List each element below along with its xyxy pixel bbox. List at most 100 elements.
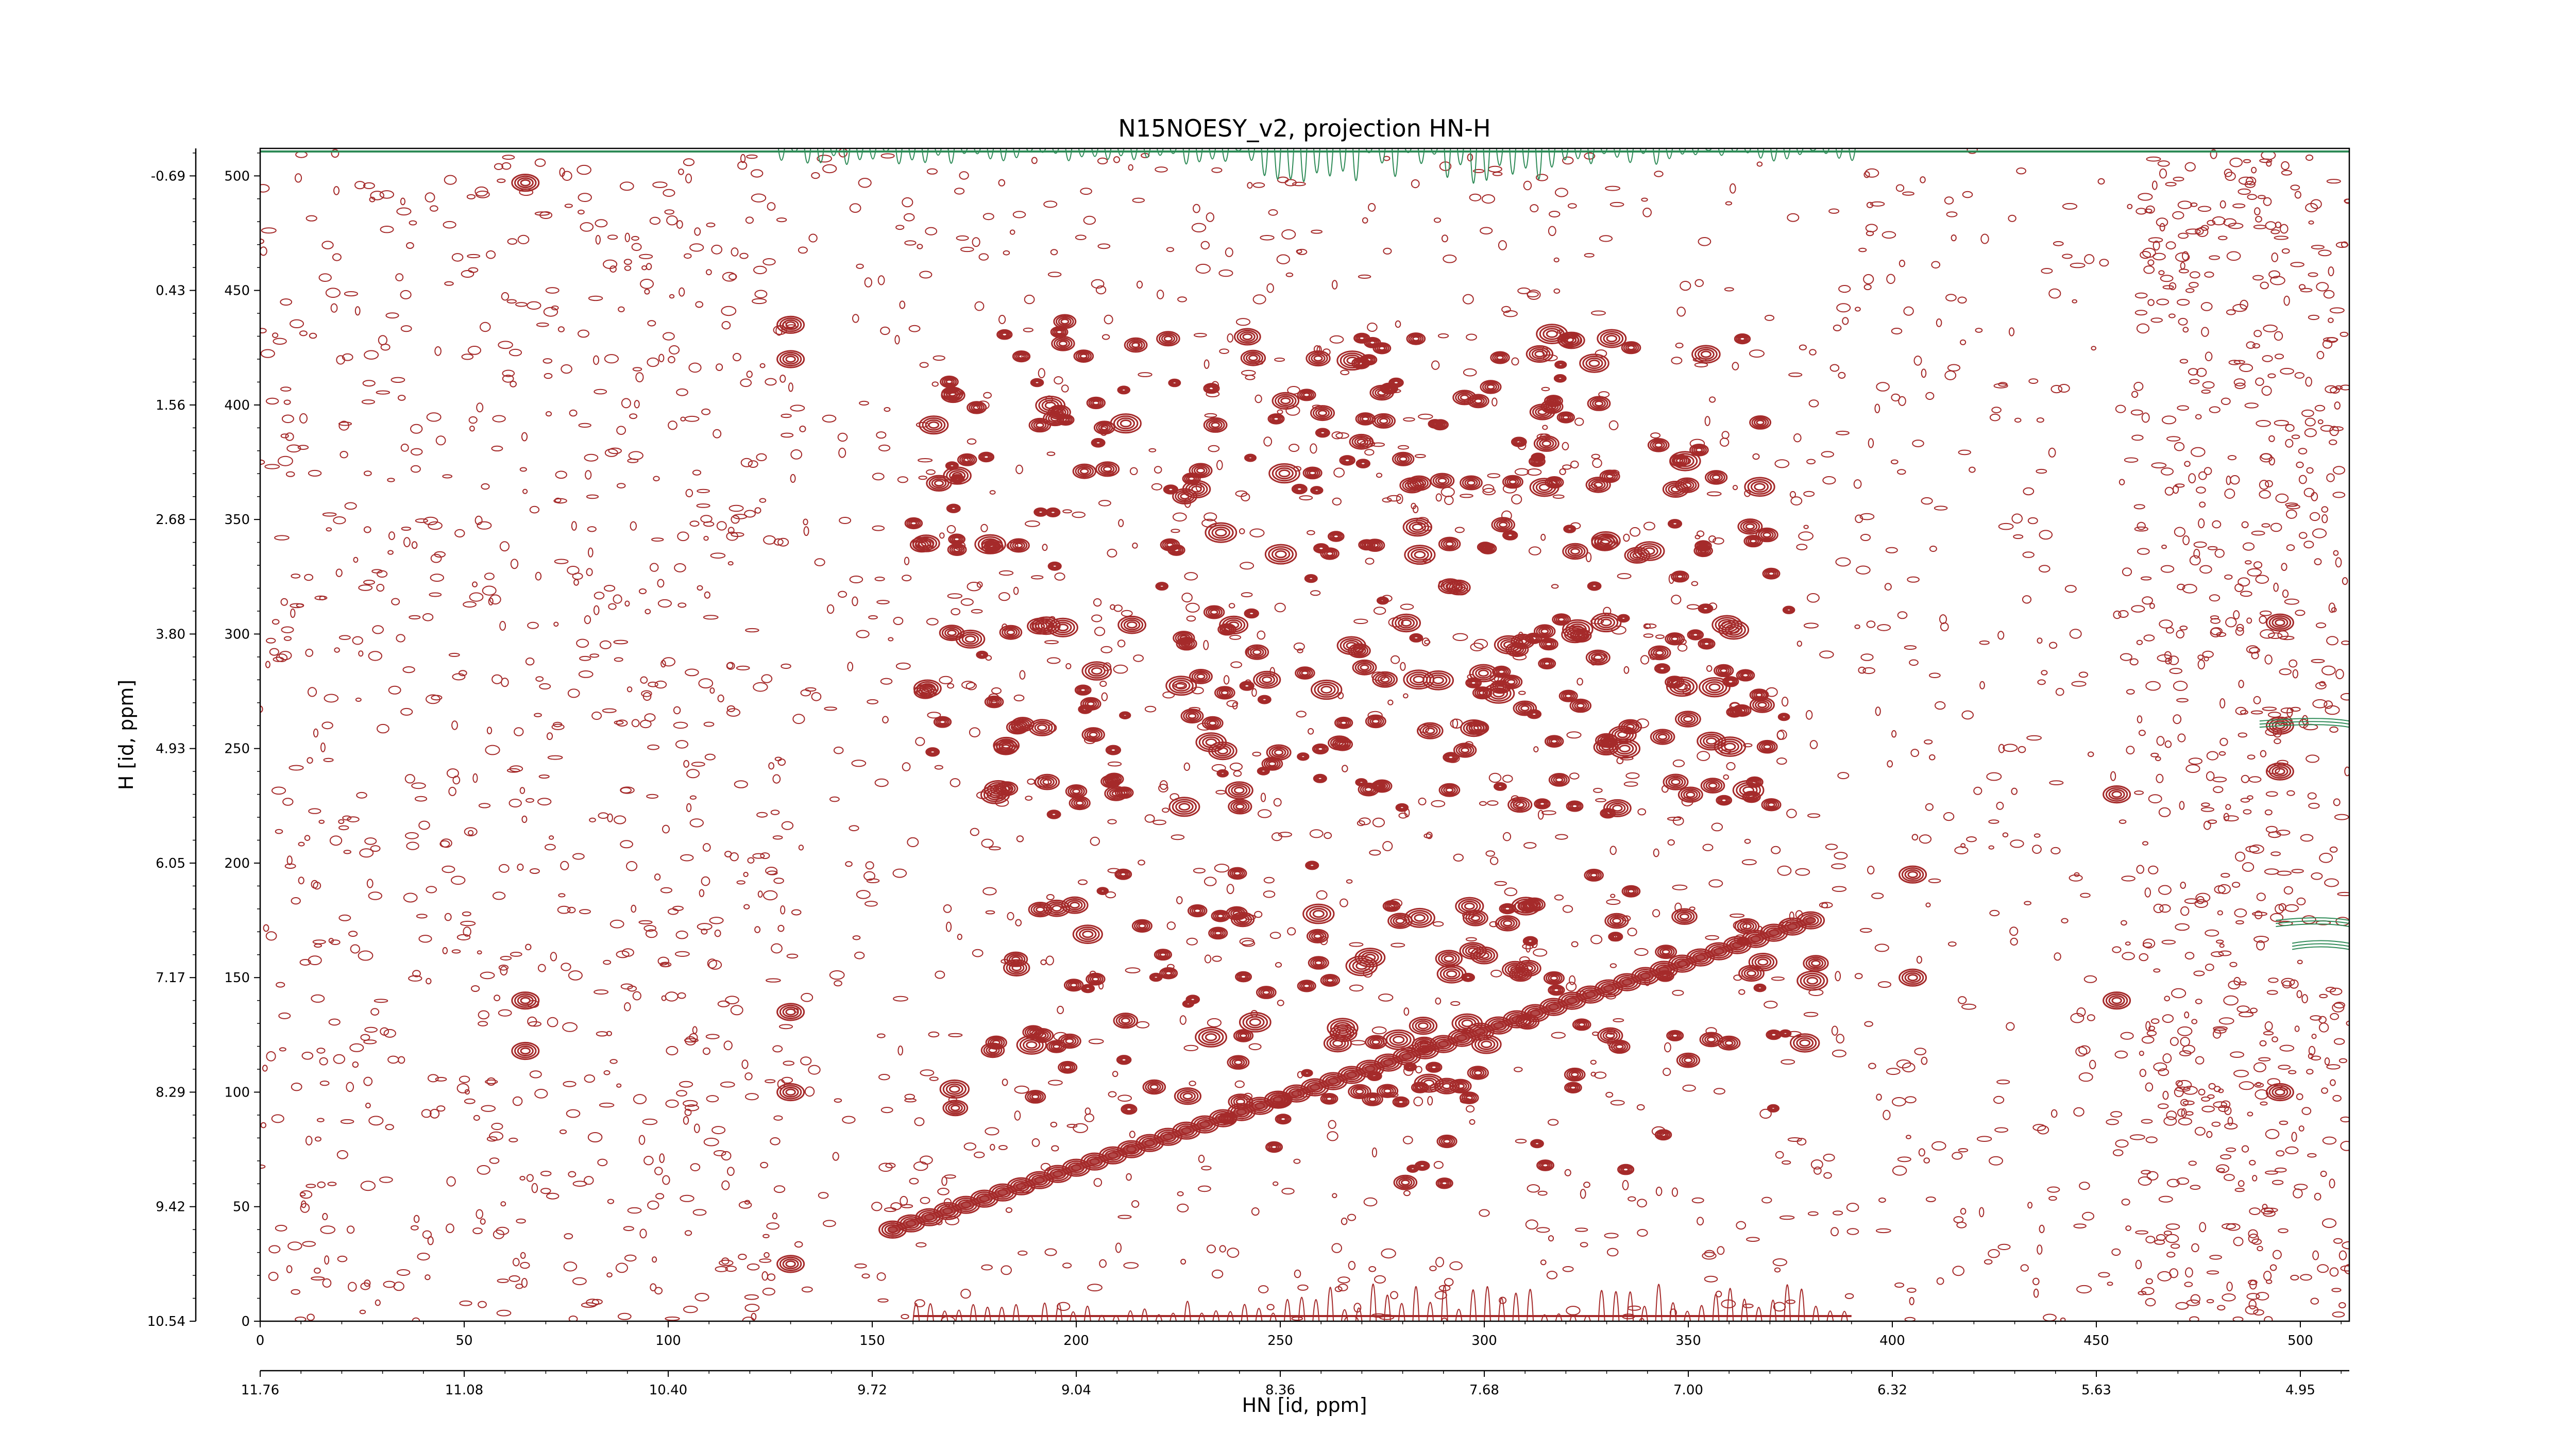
noise-contour	[698, 678, 714, 688]
noise-contour	[580, 222, 594, 232]
noise-contour	[302, 1241, 316, 1247]
noise-contour	[693, 1123, 700, 1133]
noise-contour	[1622, 915, 1631, 922]
noise-contour	[260, 1122, 266, 1128]
noise-contour	[519, 1176, 526, 1181]
noise-contour	[705, 1034, 720, 1039]
noise-contour	[1777, 865, 1792, 876]
noise-contour	[1749, 349, 1765, 358]
noise-contour	[1764, 314, 1775, 321]
noise-contour	[2248, 1234, 2259, 1244]
noise-contour	[738, 1254, 747, 1260]
noise-contour	[716, 363, 723, 371]
noise-contour	[1806, 459, 1816, 465]
noise-contour	[1403, 1007, 1410, 1016]
noise-contour	[603, 1070, 611, 1075]
noise-contour	[2243, 159, 2251, 163]
noise-contour	[1952, 1266, 1964, 1276]
noise-contour	[1655, 634, 1665, 639]
noise-contour	[2329, 439, 2337, 445]
noise-contour	[1929, 754, 1936, 761]
noise-contour	[459, 1300, 472, 1306]
noise-contour	[1923, 1157, 1930, 1164]
noise-contour	[726, 705, 736, 713]
noise-contour	[2292, 669, 2298, 679]
noise-contour	[876, 1033, 886, 1038]
noise-contour	[1112, 1071, 1118, 1077]
noise-contour	[1759, 1108, 1772, 1119]
noise-contour	[1920, 176, 1926, 183]
noise-contour	[1829, 364, 1840, 372]
noise-contour	[2097, 178, 2105, 185]
noise-contour	[985, 910, 995, 915]
noise-contour	[557, 905, 571, 914]
noise-contour	[1788, 372, 1803, 377]
noise-contour	[534, 158, 546, 167]
noise-contour	[972, 237, 980, 247]
noise-contour	[1469, 1119, 1476, 1125]
noise-contour	[1094, 627, 1106, 636]
noise-contour	[1108, 1091, 1117, 1098]
noise-contour	[2319, 852, 2333, 863]
noise-contour	[350, 944, 360, 954]
noise-contour	[481, 1105, 496, 1112]
noise-contour	[379, 1176, 393, 1183]
noise-contour	[2340, 384, 2349, 391]
noise-contour	[902, 197, 913, 208]
noise-contour	[868, 615, 878, 620]
noise-contour	[852, 596, 858, 606]
noise-contour	[1371, 1026, 1387, 1035]
noise-contour	[1460, 494, 1473, 498]
noise-contour	[1482, 484, 1495, 493]
noise-contour	[509, 1137, 518, 1142]
noise-contour	[2153, 252, 2166, 261]
noise-contour	[1540, 1259, 1547, 1266]
noise-contour	[1562, 905, 1573, 913]
noise-contour	[1533, 948, 1548, 957]
noise-contour	[1708, 879, 1723, 888]
noise-contour	[1198, 1154, 1205, 1163]
noise-contour	[1697, 530, 1705, 537]
noise-contour	[773, 878, 784, 884]
noise-contour	[402, 666, 415, 673]
noise-contour	[448, 652, 460, 657]
noise-contour	[920, 1197, 930, 1204]
noise-contour	[1414, 454, 1426, 458]
noise-contour	[500, 966, 508, 976]
noise-contour	[585, 470, 592, 480]
noise-contour	[1329, 335, 1344, 344]
noise-contour	[1676, 307, 1686, 317]
noise-contour	[1138, 372, 1153, 377]
noise-contour	[633, 1094, 647, 1104]
noise-contour	[745, 216, 754, 224]
noise-contour	[914, 1117, 925, 1126]
noise-contour	[694, 227, 701, 236]
noise-contour	[791, 909, 802, 916]
noise-contour	[829, 970, 845, 980]
noise-contour	[1732, 362, 1739, 370]
noise-contour	[1643, 623, 1651, 629]
noise-contour	[1832, 886, 1847, 892]
noise-contour	[1993, 1096, 2005, 1104]
noise-contour	[673, 721, 688, 729]
noise-contour	[284, 863, 296, 869]
noise-contour	[1498, 240, 1507, 250]
noise-contour	[2176, 1177, 2190, 1185]
noise-contour	[1821, 451, 1835, 458]
noise-contour	[509, 799, 522, 807]
noise-contour	[338, 422, 352, 426]
noise-contour	[2158, 885, 2172, 895]
noise-contour	[1051, 1145, 1059, 1152]
noise-contour	[2129, 658, 2139, 666]
noise-contour	[776, 217, 787, 223]
noise-contour	[525, 658, 535, 666]
noise-contour	[1397, 445, 1409, 450]
noise-contour	[1546, 1271, 1558, 1279]
noise-contour	[1383, 247, 1392, 255]
noise-contour	[2241, 774, 2250, 783]
noise-contour	[736, 880, 745, 885]
noise-contour	[343, 850, 352, 854]
noise-contour	[1107, 761, 1122, 767]
noise-contour	[918, 458, 933, 463]
noise-contour	[804, 1086, 815, 1097]
